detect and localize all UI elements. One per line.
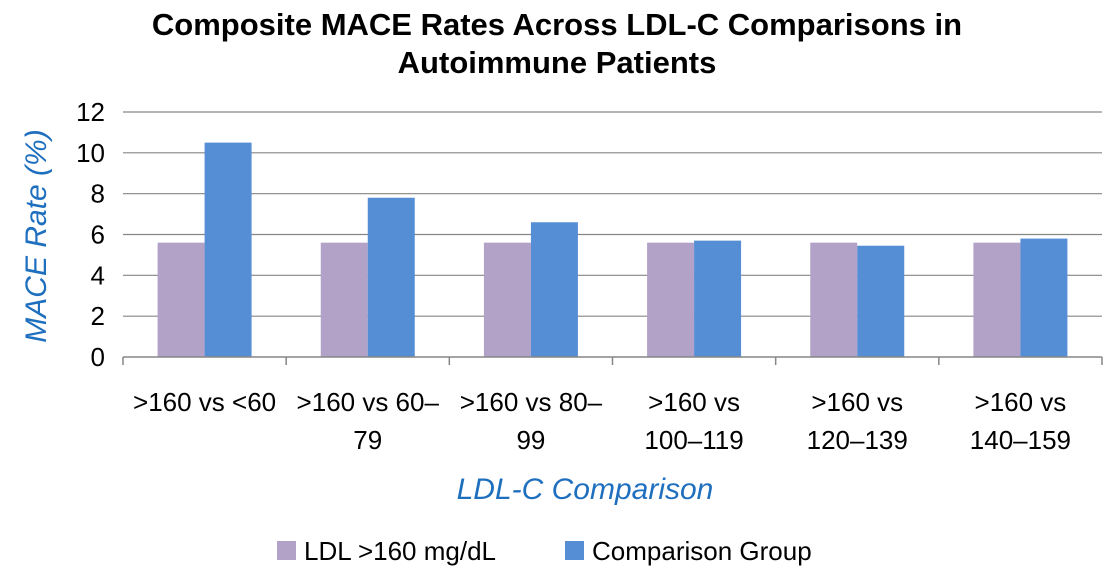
y-axis-ticks: 0 2 4 6 8 10 12 — [76, 97, 105, 372]
bar-series-1-cat-3 — [483, 242, 531, 357]
y-tick-label: 4 — [91, 260, 105, 290]
bar-series-2-cat-2 — [367, 197, 415, 357]
gridlines — [123, 111, 1102, 317]
bar-series-2-cat-1 — [204, 142, 252, 357]
bar-series-2-cat-6 — [1020, 238, 1068, 357]
x-axis-ticks: >160 vs <60 >160 vs 60– 79 >160 vs 80– 99 >16… — [133, 387, 1071, 455]
bar-series-1-cat-6 — [973, 242, 1021, 357]
x-tick-label: 99 — [516, 425, 545, 455]
x-tick-label: 140–159 — [970, 425, 1071, 455]
legend-swatch-2 — [565, 541, 584, 560]
x-tick-label: >160 vs 60– — [297, 387, 440, 417]
bar-series-1-cat-5 — [810, 242, 858, 357]
bar-series-2-cat-4 — [694, 240, 742, 357]
x-tick-label: >160 vs 80– — [460, 387, 603, 417]
y-tick-label: 12 — [76, 97, 105, 127]
legend-swatch-1 — [277, 541, 296, 560]
x-tick-label: >160 vs — [648, 387, 740, 417]
x-tick-label: >160 vs — [811, 387, 903, 417]
chart-title: Composite MACE Rates Across LDL-C Compar… — [152, 7, 962, 80]
bar-series-2-cat-3 — [530, 222, 578, 357]
y-tick-label: 0 — [91, 342, 105, 372]
x-tick-label: 120–139 — [807, 425, 908, 455]
chart-title-line-1: Composite MACE Rates Across LDL-C Compar… — [152, 7, 962, 42]
chart-title-line-2: Autoimmune Patients — [398, 45, 717, 80]
y-tick-label: 10 — [76, 138, 105, 168]
legend-label-2: Comparison Group — [592, 536, 812, 566]
y-tick-label: 2 — [91, 301, 105, 331]
bar-series-1-cat-2 — [320, 242, 368, 357]
legend-label-1: LDL >160 mg/dL — [304, 536, 496, 566]
bar-series-1-cat-4 — [647, 242, 695, 357]
x-tick-label: >160 vs — [975, 387, 1067, 417]
y-tick-label: 8 — [91, 179, 105, 209]
bar-series-1-cat-1 — [157, 242, 205, 357]
x-tick-label: 100–119 — [644, 425, 743, 455]
x-tick-label: >160 vs <60 — [133, 387, 276, 417]
x-axis-label: LDL-C Comparison — [457, 473, 714, 506]
bars — [157, 142, 1068, 357]
y-tick-label: 6 — [91, 220, 105, 250]
bar-series-2-cat-5 — [857, 245, 905, 357]
y-axis-label: MACE Rate (%) — [20, 129, 53, 342]
x-tick-label: 79 — [353, 425, 382, 455]
legend: LDL >160 mg/dL Comparison Group — [277, 536, 812, 566]
x-axis — [122, 356, 1103, 365]
